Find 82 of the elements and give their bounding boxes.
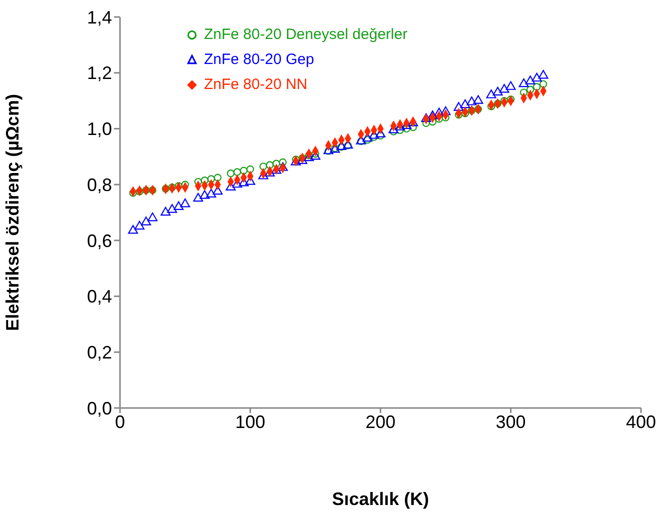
point (396, 126, 404, 134)
point (174, 182, 182, 190)
point (390, 128, 398, 136)
y-axis-title: Elektriksel özdirenç (µΩcm) (2, 94, 22, 331)
point (194, 178, 202, 186)
point (129, 189, 137, 197)
point (520, 88, 528, 96)
point (134, 220, 145, 230)
legend-label: ZnFe 80-20 NN (204, 75, 308, 95)
point (376, 132, 384, 140)
x-tick-label: 400 (626, 412, 656, 432)
x-tick-label: 300 (496, 412, 526, 432)
point (180, 198, 190, 208)
point (506, 81, 516, 90)
point (128, 224, 138, 234)
point (409, 123, 417, 132)
point (466, 96, 477, 106)
y-tick-label: 0,4 (86, 286, 112, 307)
y-tick-label: 1,2 (86, 63, 112, 84)
point (454, 102, 464, 111)
point (461, 110, 470, 118)
point (193, 192, 204, 202)
point (506, 96, 515, 104)
point (207, 175, 216, 183)
point (148, 212, 158, 222)
y-tick-label: 1,4 (86, 7, 112, 28)
point (525, 76, 536, 84)
point (532, 82, 541, 91)
point (499, 84, 510, 93)
y-tick-label: 0,0 (86, 398, 112, 418)
point (454, 110, 462, 119)
point (364, 136, 372, 144)
point (518, 78, 529, 88)
point (402, 124, 410, 133)
point (200, 176, 209, 184)
point (130, 186, 136, 196)
point (538, 70, 548, 79)
point (500, 96, 508, 105)
point (344, 134, 352, 144)
point (240, 166, 248, 174)
point (532, 72, 542, 82)
point (390, 121, 397, 131)
x-tick-label: 100 (235, 412, 266, 432)
point (200, 190, 210, 199)
point (233, 168, 242, 176)
point (272, 160, 280, 168)
point (141, 216, 152, 226)
y-tick-label: 0,2 (86, 342, 112, 363)
point (428, 110, 438, 120)
point (440, 106, 451, 116)
y-tick-label: 0,8 (86, 174, 112, 195)
point (226, 170, 235, 178)
point (539, 80, 548, 88)
point (422, 119, 430, 127)
legend-label: ZnFe 80-20 Deneysel değerler (204, 25, 408, 45)
point (473, 95, 484, 104)
point (168, 184, 176, 192)
point (266, 161, 274, 169)
point (526, 86, 534, 94)
x-tick-label: 0 (114, 412, 126, 432)
point (460, 99, 470, 108)
legend-label: ZnFe 80-20 Gep (204, 50, 314, 70)
x-tick-label: 200 (365, 412, 396, 432)
point (487, 102, 496, 110)
point (136, 188, 144, 196)
point (167, 204, 178, 213)
point (246, 165, 254, 174)
point (160, 206, 171, 216)
x-axis-title: Sıcaklık (K) (332, 489, 430, 509)
y-tick-label: 0,6 (86, 230, 112, 251)
point (344, 142, 352, 150)
point (364, 126, 371, 136)
point (214, 174, 222, 182)
point (259, 162, 268, 170)
point (206, 188, 216, 198)
point (278, 158, 287, 166)
y-tick-label: 1,0 (86, 119, 112, 140)
point (492, 86, 503, 96)
point (434, 108, 444, 116)
point (174, 201, 184, 210)
point (278, 162, 288, 171)
point (486, 90, 496, 98)
